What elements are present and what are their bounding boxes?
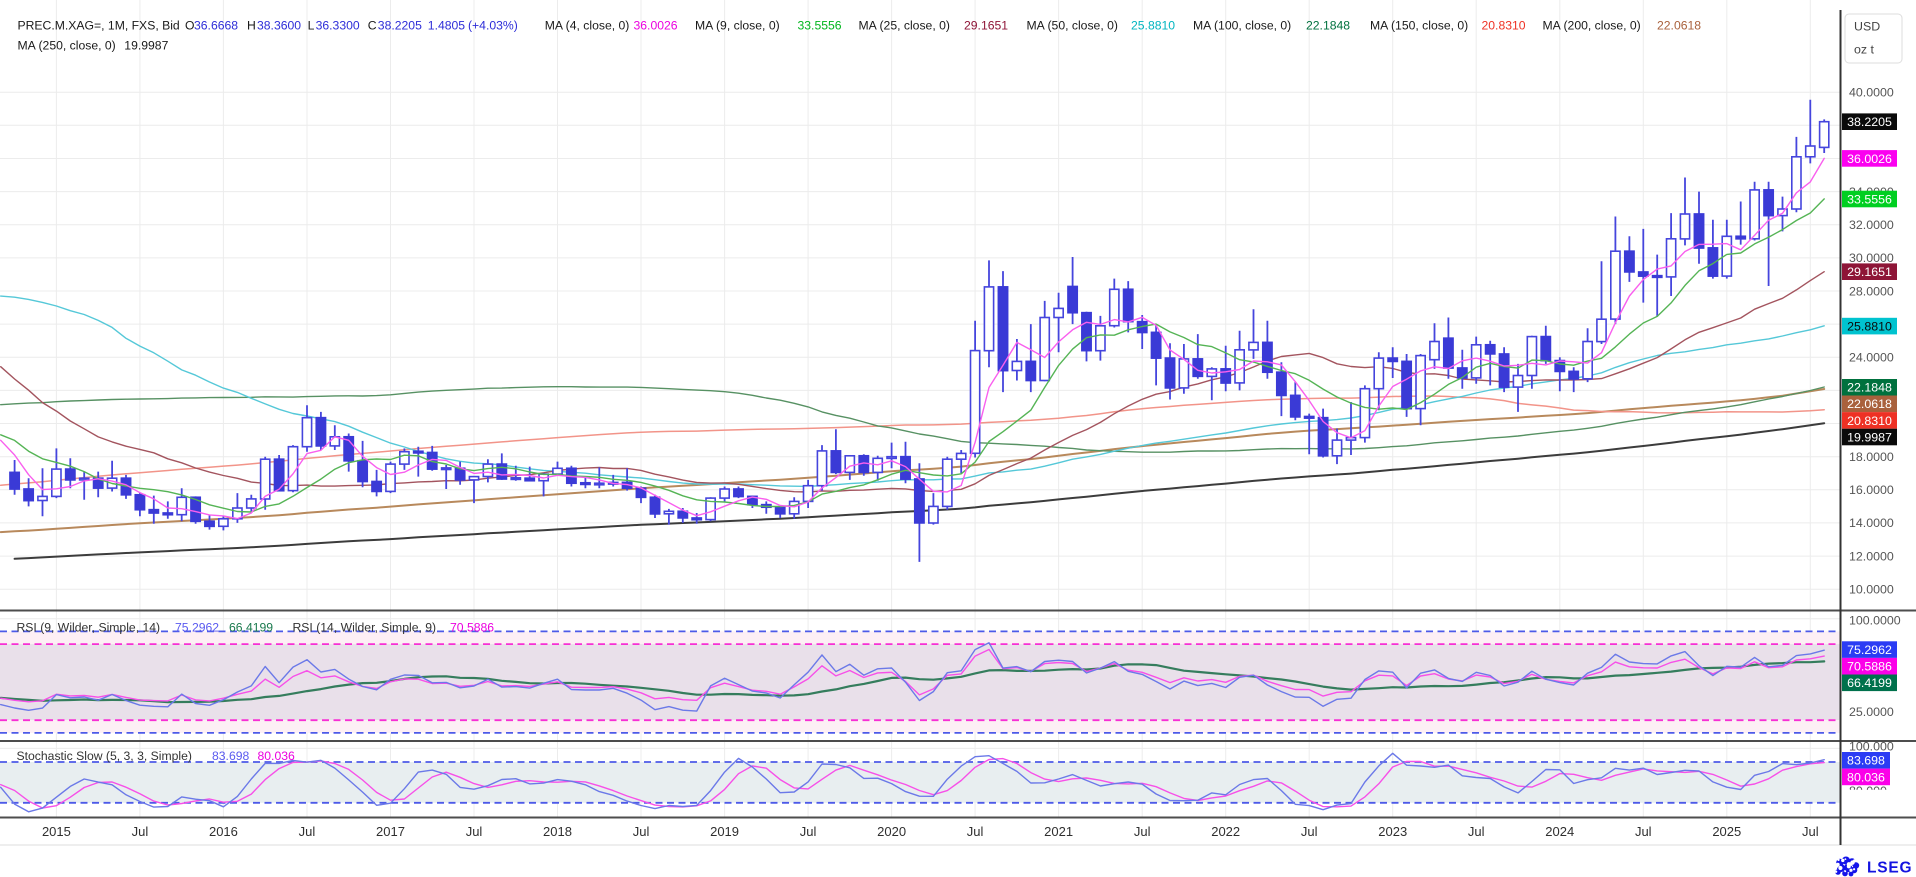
svg-text:USD: USD xyxy=(1854,20,1880,34)
svg-text:2015: 2015 xyxy=(42,824,71,839)
svg-text:2018: 2018 xyxy=(543,824,572,839)
svg-text:14.0000: 14.0000 xyxy=(1849,516,1894,530)
svg-text:2020: 2020 xyxy=(877,824,906,839)
svg-text:36.6668: 36.6668 xyxy=(194,19,238,33)
svg-text:LSEG: LSEG xyxy=(1867,860,1912,877)
svg-text:Stochastic Slow (5, 3, 3, Simp: Stochastic Slow (5, 3, 3, Simple) xyxy=(17,749,192,763)
svg-text:2022: 2022 xyxy=(1211,824,1240,839)
svg-text:Jul: Jul xyxy=(1802,824,1819,839)
svg-text:83.698: 83.698 xyxy=(212,749,249,763)
svg-text:36.0026: 36.0026 xyxy=(1847,152,1892,166)
svg-text:83.698: 83.698 xyxy=(1847,754,1885,768)
svg-text:24.0000: 24.0000 xyxy=(1849,351,1894,365)
svg-text:oz t: oz t xyxy=(1854,43,1875,57)
svg-text:MA (25, close, 0): MA (25, close, 0) xyxy=(859,19,950,33)
svg-text:1.4805: 1.4805 xyxy=(428,19,465,33)
svg-text:Jul: Jul xyxy=(1635,824,1652,839)
svg-text:RSI (14, Wilder, Simple, 9): RSI (14, Wilder, Simple, 9) xyxy=(293,621,437,635)
svg-text:25.0000: 25.0000 xyxy=(1849,705,1894,719)
svg-text:Jul: Jul xyxy=(967,824,984,839)
svg-text:33.5556: 33.5556 xyxy=(798,19,842,33)
svg-text:75.2962: 75.2962 xyxy=(1847,643,1892,657)
svg-text:2019: 2019 xyxy=(710,824,739,839)
svg-text:Jul: Jul xyxy=(132,824,149,839)
svg-text:10.0000: 10.0000 xyxy=(1849,583,1894,597)
svg-text:32.0000: 32.0000 xyxy=(1849,218,1894,232)
svg-text:29.1651: 29.1651 xyxy=(964,19,1008,33)
svg-text:2017: 2017 xyxy=(376,824,405,839)
svg-text:66.4199: 66.4199 xyxy=(1847,676,1892,690)
svg-text:19.9987: 19.9987 xyxy=(1847,430,1892,444)
svg-text:Jul: Jul xyxy=(800,824,817,839)
svg-text:L: L xyxy=(308,19,315,33)
svg-text:2023: 2023 xyxy=(1378,824,1407,839)
svg-text:100.0000: 100.0000 xyxy=(1849,614,1901,628)
svg-text:MA (100, close, 0): MA (100, close, 0) xyxy=(1193,19,1291,33)
svg-text:MA (9, close, 0): MA (9, close, 0) xyxy=(695,19,780,33)
svg-text:22.0618: 22.0618 xyxy=(1657,19,1701,33)
svg-text:20.8310: 20.8310 xyxy=(1847,414,1892,428)
svg-text:29.1651: 29.1651 xyxy=(1847,265,1892,279)
svg-text:O: O xyxy=(185,19,194,33)
svg-text:25.8810: 25.8810 xyxy=(1847,320,1892,334)
svg-text:40.0000: 40.0000 xyxy=(1849,86,1894,100)
svg-text:C: C xyxy=(368,19,377,33)
svg-text:80.000: 80.000 xyxy=(1849,784,1887,798)
svg-text:2025: 2025 xyxy=(1712,824,1741,839)
svg-text:70.5886: 70.5886 xyxy=(450,621,494,635)
svg-text:70.5886: 70.5886 xyxy=(1847,660,1892,674)
svg-text:36.3300: 36.3300 xyxy=(316,19,360,33)
svg-text:MA (4, close, 0): MA (4, close, 0) xyxy=(545,19,630,33)
svg-text:16.0000: 16.0000 xyxy=(1849,483,1894,497)
svg-text:80.036: 80.036 xyxy=(1847,770,1885,784)
svg-text:19.9987: 19.9987 xyxy=(124,38,168,52)
svg-text:22.0618: 22.0618 xyxy=(1847,397,1892,411)
svg-text:2024: 2024 xyxy=(1545,824,1574,839)
svg-text:36.0026: 36.0026 xyxy=(634,19,678,33)
svg-text:38.3600: 38.3600 xyxy=(257,19,301,33)
svg-text:18.0000: 18.0000 xyxy=(1849,450,1894,464)
svg-text:33.5556: 33.5556 xyxy=(1847,192,1892,206)
svg-text:22.1848: 22.1848 xyxy=(1306,19,1350,33)
svg-text:MA (250, close, 0): MA (250, close, 0) xyxy=(18,38,116,52)
svg-text:MA (50, close, 0): MA (50, close, 0) xyxy=(1027,19,1118,33)
svg-text:Jul: Jul xyxy=(633,824,650,839)
svg-text:22.1848: 22.1848 xyxy=(1847,381,1892,395)
svg-text:PREC.M.XAG=, 1M, FXS, Bid: PREC.M.XAG=, 1M, FXS, Bid xyxy=(18,19,180,33)
svg-text:Jul: Jul xyxy=(299,824,316,839)
svg-text:MA (200, close, 0): MA (200, close, 0) xyxy=(1543,19,1641,33)
svg-text:H: H xyxy=(247,19,256,33)
svg-text:2021: 2021 xyxy=(1044,824,1073,839)
svg-text:30.0000: 30.0000 xyxy=(1849,251,1894,265)
svg-text:Jul: Jul xyxy=(1134,824,1151,839)
svg-text:25.8810: 25.8810 xyxy=(1131,19,1175,33)
svg-text:Jul: Jul xyxy=(466,824,483,839)
svg-text:100.000: 100.000 xyxy=(1849,740,1894,754)
svg-text:66.4199: 66.4199 xyxy=(229,621,273,635)
svg-text:12.0000: 12.0000 xyxy=(1849,549,1894,563)
svg-text:38.2205: 38.2205 xyxy=(1847,115,1892,129)
svg-text:80.036: 80.036 xyxy=(258,749,295,763)
svg-text:2016: 2016 xyxy=(209,824,238,839)
svg-text:MA (150, close, 0): MA (150, close, 0) xyxy=(1370,19,1468,33)
svg-text:(+4.03%): (+4.03%) xyxy=(468,19,518,33)
svg-text:28.0000: 28.0000 xyxy=(1849,284,1894,298)
svg-text:Jul: Jul xyxy=(1468,824,1485,839)
svg-text:Jul: Jul xyxy=(1301,824,1318,839)
svg-text:75.2962: 75.2962 xyxy=(175,621,219,635)
svg-text:20.8310: 20.8310 xyxy=(1482,19,1526,33)
svg-text:38.2205: 38.2205 xyxy=(378,19,422,33)
svg-text:RSI (9, Wilder, Simple, 14): RSI (9, Wilder, Simple, 14) xyxy=(17,621,161,635)
